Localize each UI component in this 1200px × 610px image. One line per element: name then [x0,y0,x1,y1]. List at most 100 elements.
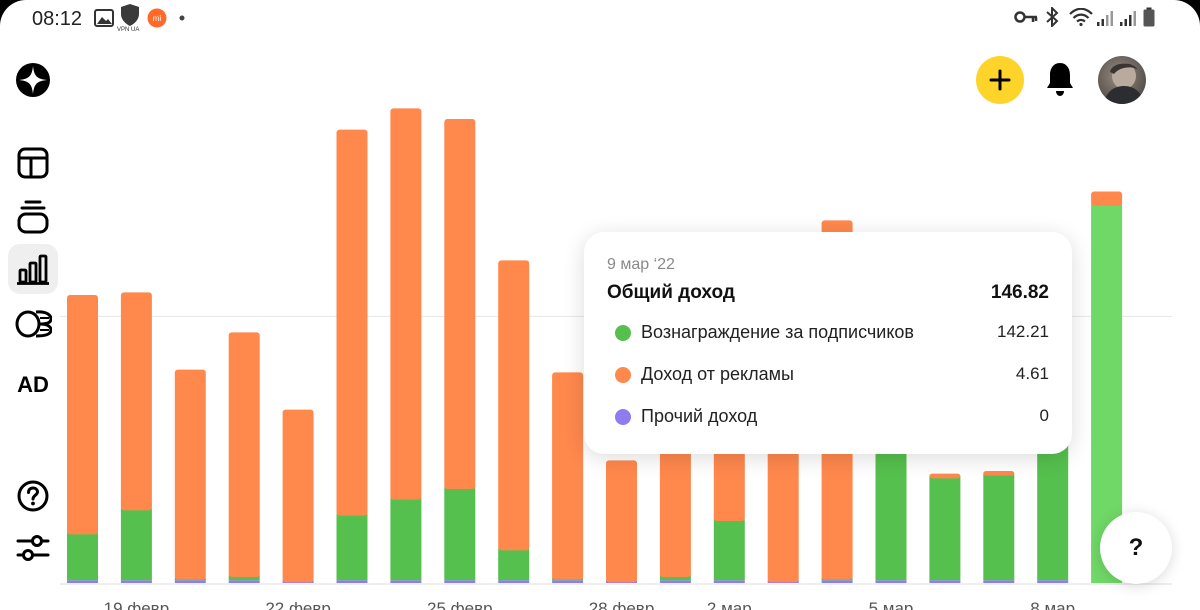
chart-bars [67,108,1123,584]
bar-group [444,119,476,583]
notifications-button[interactable] [1044,60,1076,100]
sidebar-item-help[interactable] [8,471,58,521]
stack-icon [17,200,49,234]
tooltip-row-value: 0 [1039,406,1049,425]
help-button-label: ? [1128,534,1144,561]
bar-segment-subscribers [336,513,368,581]
x-tick-label: 8 мар [1030,599,1075,610]
sidebar-item-ads[interactable]: AD [8,360,58,410]
bar-segment-ads [983,471,1015,476]
bar-group [983,471,1015,583]
bluetooth-icon [1046,7,1059,27]
bar-segment-subscribers [659,575,691,581]
sidebar-item-money[interactable] [8,298,58,348]
signal-icon [1097,11,1113,26]
bar-segment-other [120,580,152,583]
help-button[interactable]: ? [1100,512,1172,584]
bar-segment-other [929,580,961,583]
sliders-icon [16,535,50,561]
bar-segment-other [713,580,745,583]
bar-segment-ads [228,332,260,577]
tooltip-row-label: Прочий доход [641,406,758,426]
tooltip-row-subscribers: Вознаграждение за подписчиков 142.21 [607,321,1049,345]
bar-group [498,260,530,583]
sidebar-item-publications[interactable] [8,192,58,242]
tooltip-row-value: 142.21 [997,322,1049,341]
bar-segment-subscribers [444,487,476,581]
bar-group [929,473,961,583]
bar-segment-subscribers [390,497,422,581]
bar-group [282,409,314,583]
bar-segment-subscribers [228,575,260,581]
bar-segment-ads [336,129,368,516]
add-button[interactable] [976,56,1024,104]
bar-group [67,295,98,583]
svg-text:mi: mi [153,14,162,23]
bar-segment-ads [174,369,206,580]
tooltip-total-value: 146.82 [990,282,1049,303]
sidebar-logo[interactable] [8,55,58,105]
tooltip-row-other: Прочий доход 0 [607,405,1049,429]
bar-segment-ads [929,473,961,479]
x-tick-label: 5 мар [869,599,914,610]
tooltip-total-label: Общий доход [607,282,735,303]
bar-segment-other [444,580,476,583]
bell-icon [1047,63,1073,96]
avatar-image [1104,63,1144,104]
question-circle-icon [17,480,49,512]
chart-tooltip: 9 мар ‘22 Общий доход 146.82 Вознагражде… [584,232,1072,454]
bar-group [1037,444,1069,583]
bar-group [659,431,691,583]
bar-segment-other [659,580,691,583]
battery-icon [1143,7,1155,27]
bar-segment-other [1037,580,1069,583]
bar-segment-ads [552,372,584,580]
bar-segment-other [552,580,584,583]
bar-segment-ads [390,108,422,500]
bar-segment-other [983,580,1015,583]
bar-segment-other [821,580,853,583]
sidebar-item-settings[interactable] [8,523,58,573]
bar-segment-other [174,580,206,583]
x-tick-label: 2 мар [707,599,752,610]
legend-dot-other [615,409,631,425]
vpn-shield-icon [121,4,139,26]
bar-segment-ads [444,119,476,489]
bar-segment-ads [659,431,691,577]
x-tick-label: 22 февр [265,599,331,610]
bar-segment-other [498,580,530,583]
x-tick-label: 28 февр [589,599,655,610]
signal-icon-2 [1120,11,1136,26]
mi-icon: mi [147,8,167,28]
bar-group [390,108,422,583]
tooltip-date: 9 мар ‘22 [607,256,675,273]
bar-segment-other [875,580,907,583]
sidebar-item-statistics[interactable] [8,244,58,294]
bar-segment-ads [282,409,314,583]
vpn-label: VPN UA [117,27,140,33]
legend-dot-ads [615,367,631,383]
x-tick-label: 25 февр [427,599,493,610]
bar-segment-subscribers [1037,444,1069,581]
gallery-icon [94,9,114,27]
bar-segment-subscribers [713,519,745,581]
plus-icon [989,69,1011,91]
bar-group [606,460,637,583]
bar-group [552,372,584,583]
status-bar: 08:12 VPN UA mi [0,0,1200,38]
bar-segment-ads [606,460,637,583]
tooltip-row-label: Вознаграждение за подписчиков [641,322,914,342]
sidebar-item-dashboard[interactable] [8,138,58,188]
bar-segment-other [67,580,98,583]
bar-segment-other [336,580,368,583]
user-avatar[interactable] [1098,56,1146,104]
coins-icon [15,310,52,338]
bar-segment-other [390,580,422,583]
chart-x-labels: 19 февр 22 февр 25 февр 28 февр 2 мар 5 мар 8 … [104,599,1075,610]
bar-chart-icon [17,254,49,285]
bar-segment-ads [67,295,98,535]
x-tick-label: 19 февр [104,599,170,610]
bar-segment-ads [498,260,530,551]
bar-segment-ads [767,436,799,583]
